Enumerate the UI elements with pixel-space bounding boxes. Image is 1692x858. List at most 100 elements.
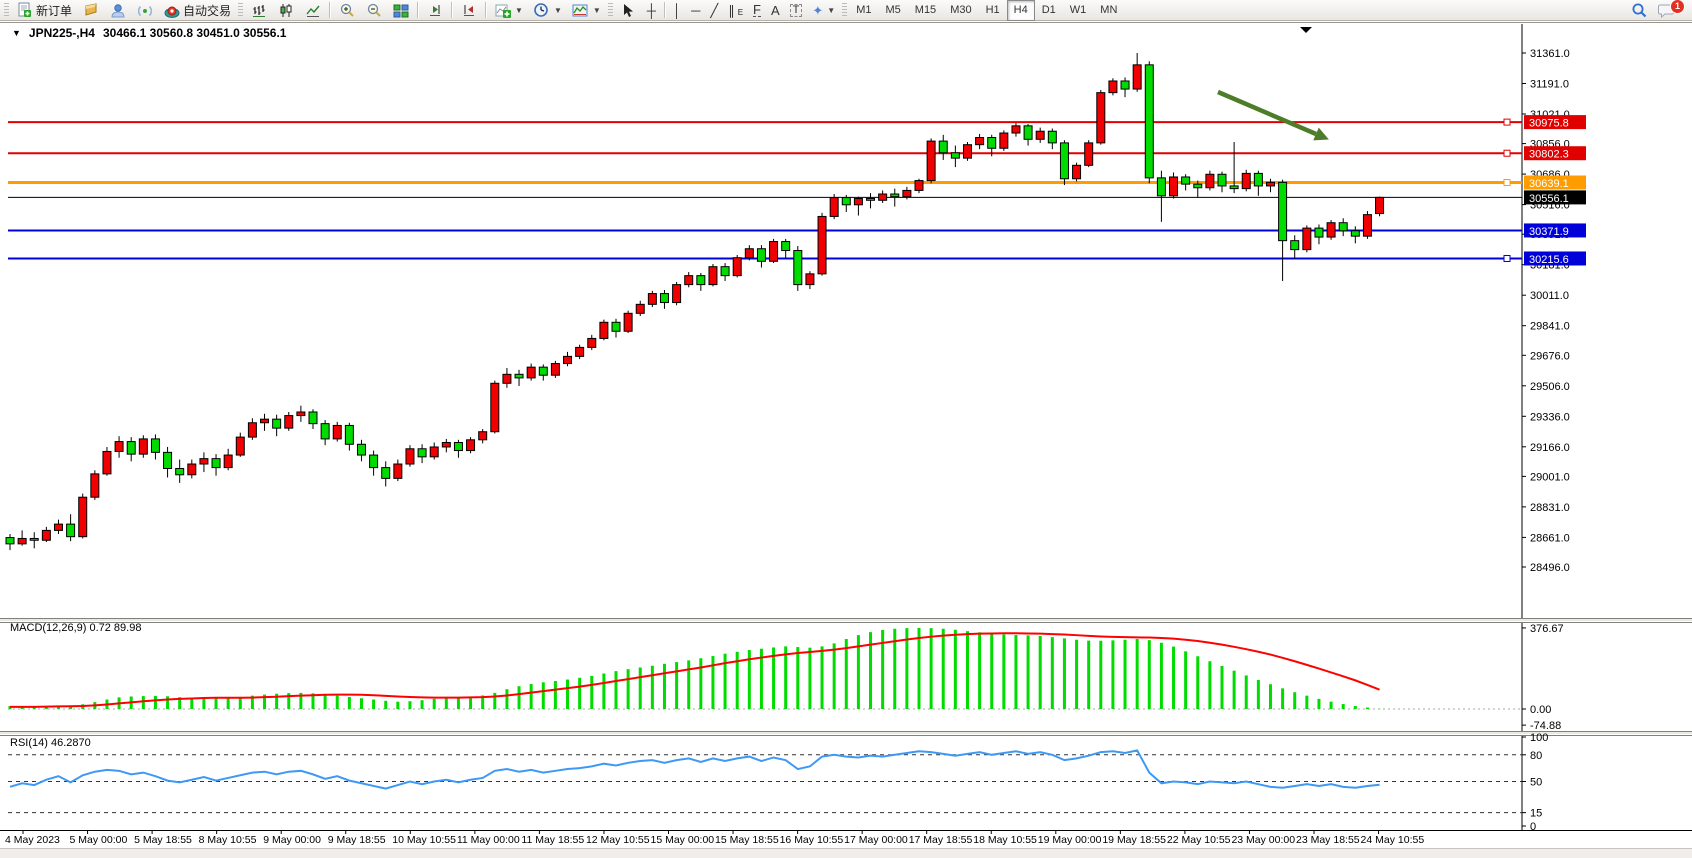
svg-text:23 May 18:55: 23 May 18:55 [1296,834,1360,846]
svg-text:5 May 18:55: 5 May 18:55 [134,834,192,846]
toolbar-grip[interactable] [842,3,848,17]
candle-down [320,423,330,440]
svg-text:8 May 10:55: 8 May 10:55 [199,834,257,846]
candle-up [587,337,597,348]
chart-canvas[interactable]: 31361.031191.031021.030856.030686.030516… [0,22,1692,848]
price-axis[interactable]: 31361.031191.031021.030856.030686.030516… [1522,48,1570,574]
timeframe-button-D1[interactable]: D1 [1041,4,1056,16]
tile-windows-button[interactable] [387,2,414,19]
channel-subscript: E [737,7,744,17]
mql5-community-button[interactable] [104,2,131,19]
svg-text:29166.0: 29166.0 [1530,442,1570,454]
autotrade-button[interactable]: 自动交易 [158,2,236,19]
chart-window[interactable]: 31361.0 31191.0 31021.0 30856.0 30686.0 30516… [0,22,1692,848]
periods-button[interactable]: ▼ [528,2,567,19]
svg-text:28831.0: 28831.0 [1530,502,1570,514]
candle-up [138,438,148,455]
candle-down [150,438,160,453]
candle-down [1120,80,1130,90]
timeframe-button-W1[interactable]: W1 [1069,4,1087,16]
macd-panel: 376.67 0.00 -74.88 [8,623,1564,732]
search-button[interactable] [1626,2,1653,19]
svg-text:28496.0: 28496.0 [1530,562,1570,574]
zoom-in-button[interactable] [333,2,360,19]
candle-down [890,193,900,198]
timeframe-button-H4[interactable]: H4 [1006,0,1035,21]
candle-up [829,197,839,217]
line-chart-button[interactable] [299,2,326,19]
collapse-triangle-icon[interactable]: ▼ [12,28,21,38]
candle-down [793,250,803,286]
chart-shift-button[interactable] [455,2,482,19]
candle-up [1096,92,1106,144]
candle-up [817,215,827,275]
svg-text:15 May 00:00: 15 May 00:00 [651,834,715,846]
chart-shift-marker[interactable] [1300,27,1312,33]
toolbar-grip[interactable] [607,3,613,17]
channel-tool-button[interactable]: ∥ E [723,2,748,19]
chat-notification-badge: 1 [1670,0,1685,14]
time-axis[interactable]: 4 May 2023 5 May 00:00 5 May 18:55 8 May 10… [5,830,1424,846]
candle-down [1350,230,1360,237]
mql5-market-button[interactable] [77,2,104,19]
trendline-icon: ╱ [710,2,719,18]
candle-up [975,136,985,146]
timeframe-button-H1[interactable]: H1 [985,4,1000,16]
svg-text:28661.0: 28661.0 [1530,532,1570,544]
toolbar-grip[interactable] [238,3,244,17]
candle-down [696,275,706,286]
templates-button[interactable]: ▼ [567,2,606,19]
trendline-tool-button[interactable]: ╱ [705,2,723,19]
signals-button[interactable] [131,2,158,19]
svg-text:16 May 10:55: 16 May 10:55 [780,834,844,846]
candle-down [417,448,427,458]
label-tool-button[interactable]: T [785,2,808,19]
vline-tool-button[interactable]: │ [668,2,686,19]
zoom-out-button[interactable] [360,2,387,19]
candle-up [647,293,657,305]
arrows-tool-button[interactable]: ✦ ▼ [807,2,840,19]
arrows-icon: ✦ [812,2,824,18]
auto-scroll-button[interactable] [421,2,448,19]
candle-down [211,458,221,469]
candle-down [1278,181,1288,242]
crosshair-button[interactable]: ┼ [642,2,661,19]
svg-text:17 May 00:00: 17 May 00:00 [844,834,908,846]
timeframe-button-M30[interactable]: M30 [950,4,972,16]
timeframe-button-M15[interactable]: M15 [914,4,937,16]
candle-up [926,140,936,182]
candle-up [672,284,682,304]
autotrade-label: 自动交易 [183,3,232,18]
fibonacci-icon: F [753,2,761,17]
timeframe-button-MN[interactable]: MN [1100,4,1118,16]
svg-text:0.00: 0.00 [1530,704,1551,716]
candlestick-chart-button[interactable] [272,2,299,19]
svg-text:100: 100 [1530,732,1548,744]
hline-handle [1503,118,1511,126]
svg-text:-74.88: -74.88 [1530,720,1561,732]
hline-tool-button[interactable]: ─ [686,2,705,19]
toolbar: 新订单 自动交易 [0,0,1692,21]
timeframe-button-M1[interactable]: M1 [856,4,872,16]
candle-down [356,443,366,456]
fibonacci-tool-button[interactable]: F [748,2,766,19]
symbol-period-label: JPN225-,H4 [28,26,95,40]
zoom-out-icon [365,2,382,19]
new-order-button[interactable]: 新订单 [11,2,77,19]
bar-chart-button[interactable] [245,2,272,19]
timeframe-button-M5[interactable]: M5 [885,4,901,16]
text-tool-button[interactable]: A [766,2,785,19]
toolbar-grip[interactable] [4,3,9,17]
svg-text:31191.0: 31191.0 [1530,78,1569,90]
annotation-arrow[interactable] [1217,89,1329,141]
indicators-button[interactable]: ▼ [489,2,528,19]
hline-handle [1503,149,1511,157]
price-label-box [1524,251,1586,266]
svg-text:0: 0 [1530,821,1536,833]
svg-text:5 May 00:00: 5 May 00:00 [70,834,128,846]
macd-signal-line [10,632,1380,708]
svg-text:17 May 18:55: 17 May 18:55 [909,834,973,846]
chat-button[interactable]: 1 [1653,0,1685,19]
candle-down [756,248,766,262]
cursor-button[interactable] [615,2,642,19]
